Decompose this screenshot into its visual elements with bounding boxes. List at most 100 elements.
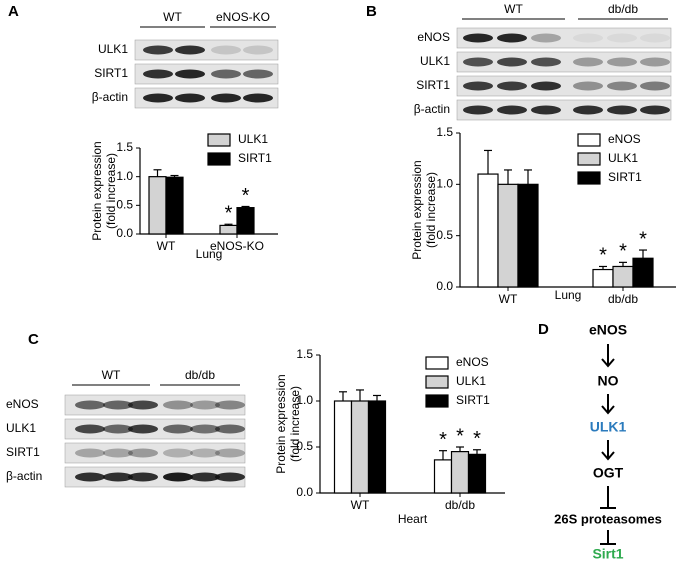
blot-band bbox=[573, 105, 603, 115]
blot-row-label: β-actin bbox=[414, 102, 450, 116]
blot-strip bbox=[134, 87, 279, 109]
significance: * bbox=[242, 185, 250, 207]
blot-band bbox=[607, 105, 637, 115]
significance: * bbox=[639, 228, 647, 250]
blot-row-label: β-actin bbox=[6, 469, 42, 483]
blot-row-label: eNOS bbox=[6, 397, 39, 411]
blot-band bbox=[75, 448, 105, 458]
bar bbox=[219, 224, 238, 235]
blot-group-label: db/db bbox=[608, 2, 638, 16]
blot-band bbox=[573, 57, 603, 67]
blot-band bbox=[143, 45, 173, 55]
y-axis-label: (fold increase) bbox=[104, 153, 118, 229]
diagram-node: 26S proteasomes bbox=[554, 511, 662, 526]
legend-swatch bbox=[577, 152, 601, 166]
y-tick-label: 1.5 bbox=[436, 125, 453, 139]
x-tick-label: WT bbox=[157, 239, 176, 253]
legend-swatch bbox=[425, 394, 449, 408]
blot-row-label: ULK1 bbox=[6, 421, 36, 435]
y-tick-label: 0.0 bbox=[296, 485, 313, 499]
blot-band bbox=[128, 400, 158, 410]
blot-band bbox=[463, 33, 493, 43]
diagram-node: eNOS bbox=[589, 322, 627, 338]
blot-band bbox=[497, 33, 527, 43]
blot-strip bbox=[456, 99, 672, 121]
blot-band bbox=[215, 472, 245, 482]
bar bbox=[612, 265, 634, 288]
blot-band bbox=[640, 105, 670, 115]
x-tick-label: eNOS-KO bbox=[210, 239, 264, 253]
y-tick-label: 1.5 bbox=[296, 347, 313, 361]
blot-band bbox=[75, 472, 105, 482]
y-tick-label: 1.5 bbox=[116, 140, 133, 154]
blot-band bbox=[531, 57, 561, 67]
panel-label: C bbox=[28, 331, 39, 348]
blot-row-label: SIRT1 bbox=[94, 66, 128, 80]
y-tick-label: 1.0 bbox=[116, 169, 133, 183]
pathway-diagram: eNOS NO ULK1 OGT 26S proteasomes Sirt1 bbox=[554, 322, 662, 562]
blot-group-label: eNOS-KO bbox=[216, 10, 270, 24]
blot-band bbox=[128, 472, 158, 482]
blot-band bbox=[215, 448, 245, 458]
x-tick-label: WT bbox=[499, 292, 518, 306]
y-tick-label: 0.5 bbox=[116, 198, 133, 212]
y-tick-label: 0.0 bbox=[116, 226, 133, 240]
y-axis-label: (fold increase) bbox=[424, 172, 438, 248]
blot-band bbox=[190, 424, 220, 434]
legend-label: SIRT1 bbox=[456, 393, 490, 407]
x-axis-label: Heart bbox=[398, 512, 428, 526]
diagram-node: Sirt1 bbox=[592, 546, 623, 562]
blot-band bbox=[497, 81, 527, 91]
blot-band bbox=[103, 400, 133, 410]
blot-row-label: SIRT1 bbox=[416, 78, 450, 92]
bar bbox=[433, 459, 453, 494]
arrows bbox=[600, 344, 616, 545]
bar bbox=[333, 400, 353, 494]
blot-strip bbox=[134, 39, 279, 61]
significance: * bbox=[439, 429, 447, 451]
legend-swatch bbox=[207, 133, 231, 147]
bar bbox=[148, 176, 167, 235]
blot-band bbox=[211, 69, 241, 79]
blot-group-label: WT bbox=[504, 2, 523, 16]
blot-row-label: ULK1 bbox=[98, 42, 128, 56]
blot-band bbox=[190, 472, 220, 482]
blot-band bbox=[190, 448, 220, 458]
blot-band bbox=[143, 93, 173, 103]
blot-band bbox=[531, 105, 561, 115]
y-axis-label: Protein expression bbox=[90, 141, 104, 240]
blot-strip bbox=[134, 63, 279, 85]
blot-band bbox=[607, 81, 637, 91]
blot-band bbox=[103, 472, 133, 482]
panel-label: D bbox=[538, 321, 549, 338]
blot-band bbox=[211, 45, 241, 55]
y-axis-label: (fold increase) bbox=[288, 386, 302, 462]
blot-band bbox=[607, 57, 637, 67]
diagram-node: OGT bbox=[593, 465, 624, 481]
blot-band bbox=[497, 57, 527, 67]
bar bbox=[467, 453, 487, 494]
legend-label: ULK1 bbox=[238, 132, 268, 146]
blot-band bbox=[175, 69, 205, 79]
y-tick-label: 0.0 bbox=[436, 279, 453, 293]
panel-label: B bbox=[366, 3, 377, 20]
legend-label: SIRT1 bbox=[238, 151, 272, 165]
y-tick-label: 0.5 bbox=[436, 228, 453, 242]
blot-row-label: SIRT1 bbox=[6, 445, 40, 459]
legend-label: SIRT1 bbox=[608, 170, 642, 184]
blot-band bbox=[640, 33, 670, 43]
significance: * bbox=[599, 245, 607, 267]
blot-band bbox=[215, 424, 245, 434]
legend-label: eNOS bbox=[456, 355, 489, 369]
legend-swatch bbox=[425, 356, 449, 370]
bar bbox=[497, 183, 519, 288]
blot-band bbox=[243, 45, 273, 55]
blot-band bbox=[163, 472, 193, 482]
bar bbox=[367, 400, 387, 494]
blot-band bbox=[531, 81, 561, 91]
blot-band bbox=[531, 33, 561, 43]
bar bbox=[517, 183, 539, 288]
y-axis-label: Protein expression bbox=[410, 160, 424, 259]
blot-band bbox=[573, 33, 603, 43]
